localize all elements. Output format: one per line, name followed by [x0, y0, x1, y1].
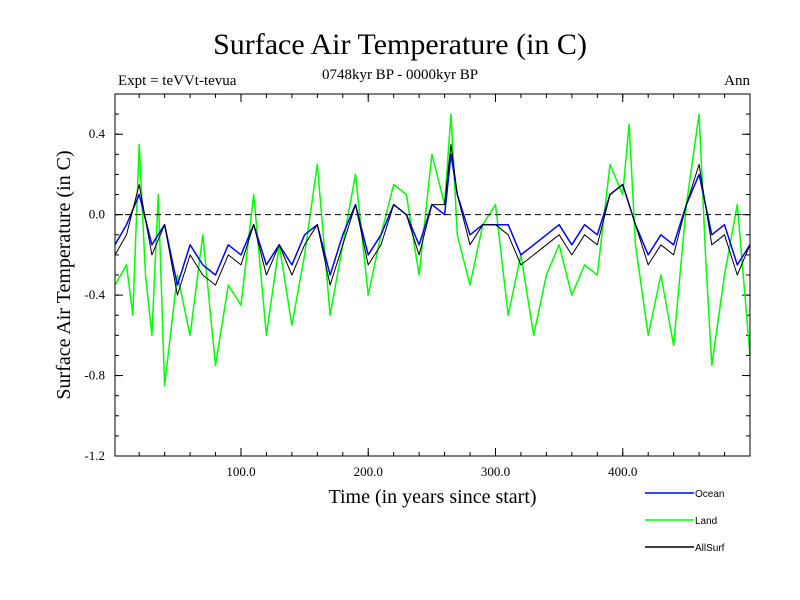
legend-label-ocean: Ocean: [695, 489, 724, 500]
y-tick-label: -0.4: [84, 287, 105, 302]
y-axis-title: Surface Air Temperature (in C): [53, 150, 75, 399]
x-axis-title: Time (in years since start): [328, 486, 536, 508]
y-tick-label: -0.8: [84, 368, 105, 383]
legend: Ocean Land AllSurf: [645, 489, 725, 554]
axis-ticks: [115, 93, 750, 457]
chart-title: Surface Air Temperature (in C): [213, 28, 587, 61]
legend-label-allsurf: AllSurf: [695, 543, 725, 554]
chart-subtitle: 0748kyr BP - 0000kyr BP: [321, 67, 479, 83]
series-line-land: [114, 113, 751, 387]
experiment-label: Expt = teVVt-tevua: [118, 73, 237, 89]
x-tick-label: 300.0: [481, 464, 510, 479]
tick-labels: 0.4 0.0 -0.4 -0.8 -1.2 100.0 200.0 300.0 400.0: [84, 126, 637, 479]
x-tick-label: 400.0: [608, 464, 637, 479]
plot-frame: [114, 93, 751, 457]
y-tick-label: 0.0: [89, 207, 105, 222]
series-lines: [114, 113, 751, 387]
legend-label-land: Land: [695, 516, 717, 527]
y-tick-label: -1.2: [84, 448, 105, 463]
series-line-allsurf: [114, 143, 751, 296]
series-line-ocean: [114, 153, 751, 286]
x-tick-label: 200.0: [354, 464, 383, 479]
x-tick-label: 100.0: [226, 464, 255, 479]
season-label: Ann: [724, 73, 750, 89]
y-tick-label: 0.4: [89, 126, 106, 141]
